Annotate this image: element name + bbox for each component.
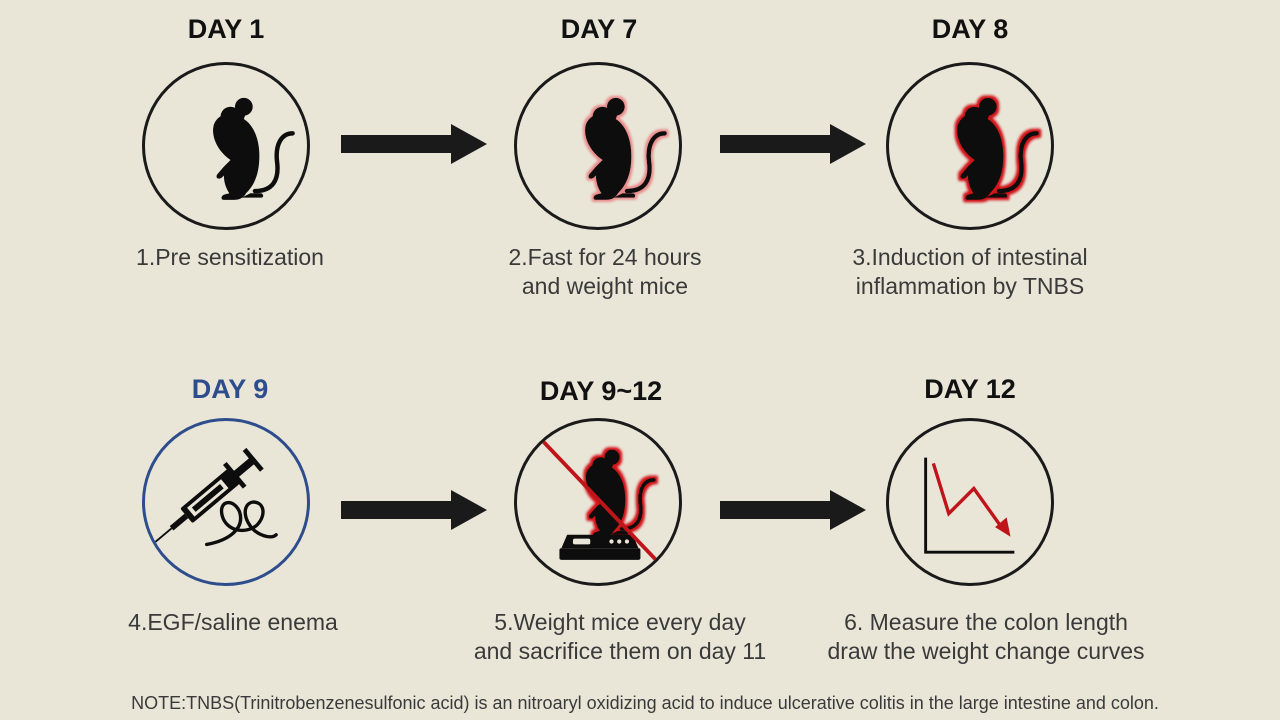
day-label-8: DAY 8 xyxy=(931,14,1009,44)
footnote: NOTE:TNBS(Trinitrobenzenesulfonic acid) … xyxy=(131,693,1159,713)
step-2-circle xyxy=(514,62,682,230)
day-label-1: DAY 1 xyxy=(187,14,265,44)
arrow-right-icon xyxy=(720,490,866,530)
step-5-caption: 5.Weight mice every day and sacrifice th… xyxy=(473,609,767,664)
day-label-9: DAY 9 xyxy=(191,374,269,404)
step-1-caption: 1.Pre sensitization xyxy=(136,244,324,270)
step-2-caption: 2.Fast for 24 hours and weight mice xyxy=(508,244,702,299)
day-label-7: DAY 7 xyxy=(560,14,638,44)
step-4-circle xyxy=(142,418,310,586)
step-1-circle xyxy=(142,62,310,230)
weight-decline-chart-icon xyxy=(924,457,1015,554)
step-5-circle xyxy=(514,418,682,586)
arrow-right-icon xyxy=(341,124,487,164)
step-6-caption: 6. Measure the colon length draw the wei… xyxy=(827,609,1145,664)
syringe-tube-icon xyxy=(154,447,278,547)
step-3-caption: 3.Induction of intestinal inflammation b… xyxy=(852,244,1088,299)
arrow-right-icon xyxy=(341,490,487,530)
mouse-on-scale-icon xyxy=(540,438,660,564)
arrow-right-icon xyxy=(720,124,866,164)
mouse-pink-glow-icon xyxy=(517,65,679,227)
mouse-icon xyxy=(145,65,307,227)
day-label-9-12: DAY 9~12 xyxy=(539,376,663,406)
mouse-red-glow-icon xyxy=(889,65,1051,227)
step-4-caption: 4.EGF/saline enema xyxy=(128,609,338,635)
day-label-12: DAY 12 xyxy=(924,374,1016,404)
step-3-circle xyxy=(886,62,1054,230)
step-6-circle xyxy=(886,418,1054,586)
